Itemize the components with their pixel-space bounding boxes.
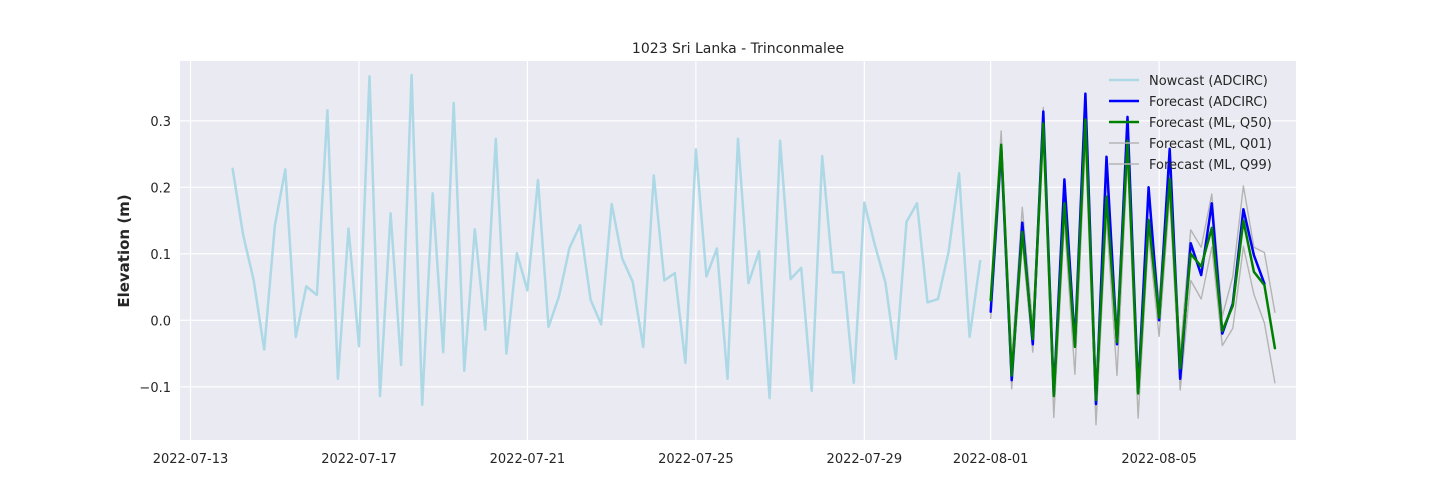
x-tick-label: 2022-07-29: [827, 452, 903, 467]
legend: Nowcast (ADCIRC) Forecast (ADCIRC) Forecas…: [1109, 74, 1272, 173]
x-tick-label: 2022-07-21: [490, 452, 566, 467]
y-axis-label: Elevation (m): [115, 194, 133, 307]
y-tick-label: 0.3: [150, 115, 171, 130]
series-line-nowcast-adcirc: [231, 73, 982, 407]
x-tick-label: 2022-07-13: [153, 452, 229, 467]
y-axis: −0.1 0.0 0.1 0.2 0.3: [139, 115, 171, 396]
grid: [180, 61, 1296, 440]
legend-label: Forecast (ML, Q01): [1149, 137, 1272, 152]
legend-label: Forecast (ML, Q50): [1149, 116, 1272, 131]
legend-label: Forecast (ADCIRC): [1149, 95, 1268, 110]
x-tick-label: 2022-07-25: [658, 452, 734, 467]
y-tick-label: 0.1: [150, 248, 171, 263]
y-tick-label: 0.0: [150, 314, 171, 329]
y-tick-label: 0.2: [150, 181, 171, 196]
y-tick-label: −0.1: [139, 381, 171, 396]
x-tick-label: 2022-08-01: [953, 452, 1029, 467]
x-tick-label: 2022-07-17: [321, 452, 397, 467]
legend-label: Forecast (ML, Q99): [1149, 158, 1272, 173]
x-axis: 2022-07-13 2022-07-17 2022-07-21 2022-07-25…: [153, 452, 1197, 467]
series-line-forecast-ml-q50: [989, 118, 1277, 402]
legend-label: Nowcast (ADCIRC): [1149, 74, 1268, 89]
series-layer: [231, 73, 1277, 426]
x-tick-label: 2022-08-05: [1121, 452, 1197, 467]
chart-title: 1023 Sri Lanka - Trinconmalee: [632, 41, 844, 57]
